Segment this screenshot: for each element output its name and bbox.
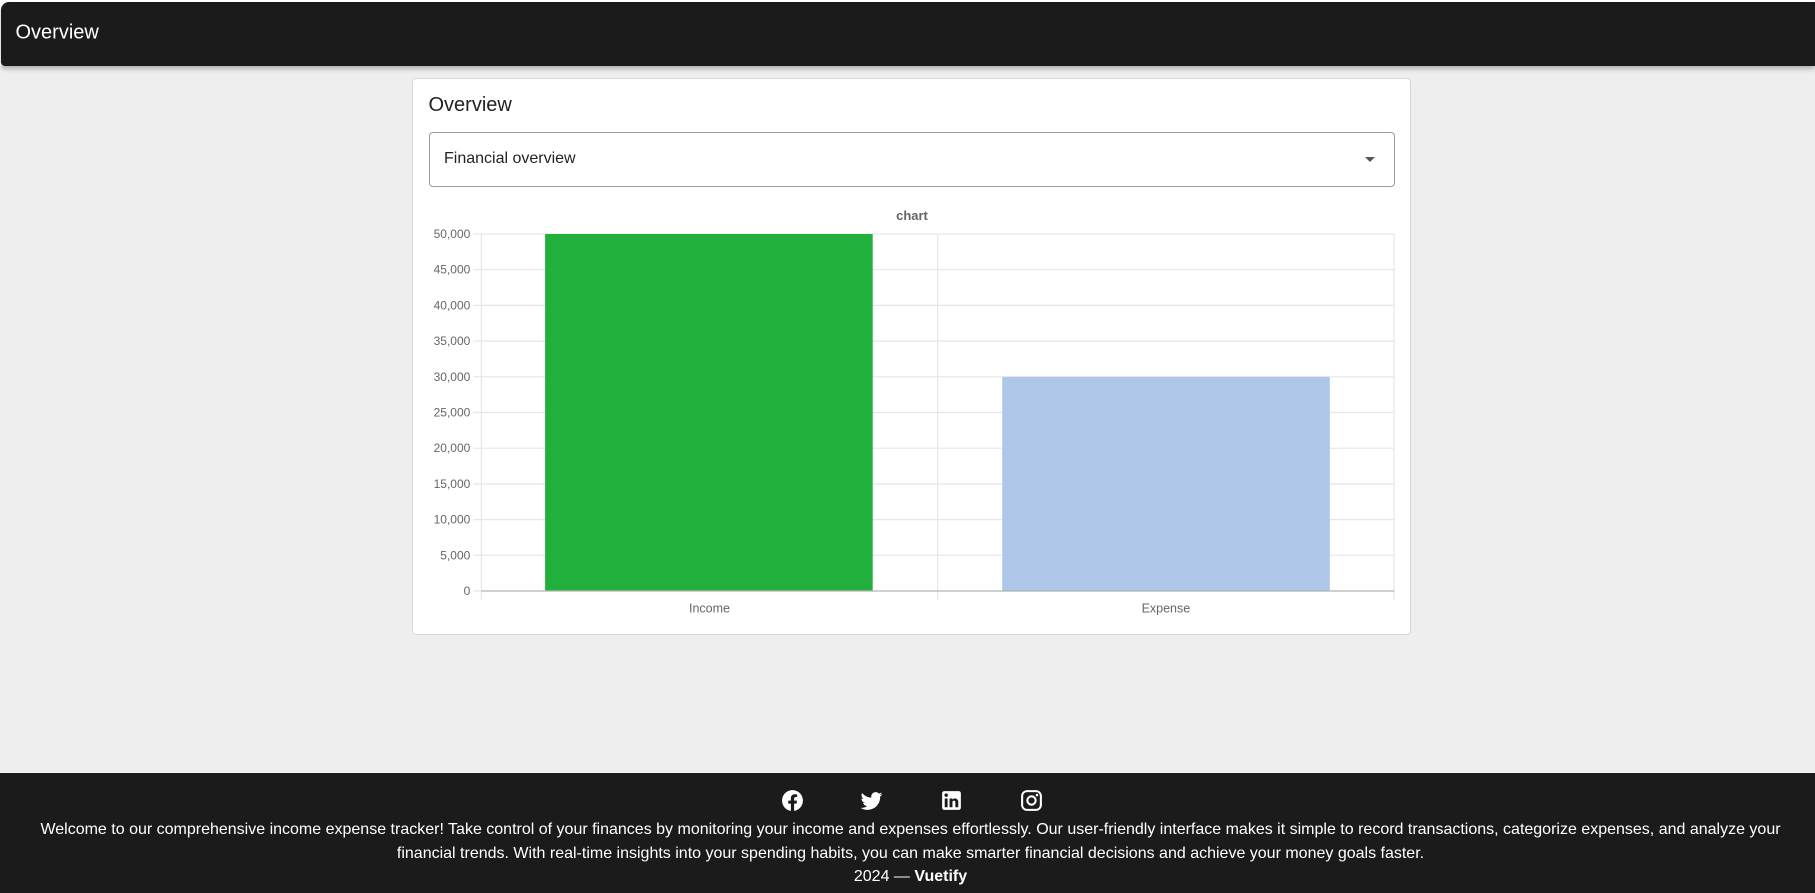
svg-text:45,000: 45,000 <box>434 262 471 276</box>
svg-text:50,000: 50,000 <box>434 227 471 241</box>
svg-text:Income: Income <box>689 601 730 615</box>
svg-text:10,000: 10,000 <box>434 512 471 526</box>
svg-text:35,000: 35,000 <box>434 334 471 348</box>
svg-text:30,000: 30,000 <box>434 369 471 383</box>
svg-text:Expense: Expense <box>1142 601 1191 615</box>
svg-text:5,000: 5,000 <box>440 548 470 562</box>
svg-text:chart: chart <box>896 208 928 223</box>
svg-text:15,000: 15,000 <box>434 476 471 490</box>
svg-text:40,000: 40,000 <box>434 298 471 312</box>
svg-text:20,000: 20,000 <box>434 441 471 455</box>
svg-text:25,000: 25,000 <box>434 405 471 419</box>
svg-text:0: 0 <box>464 584 471 598</box>
